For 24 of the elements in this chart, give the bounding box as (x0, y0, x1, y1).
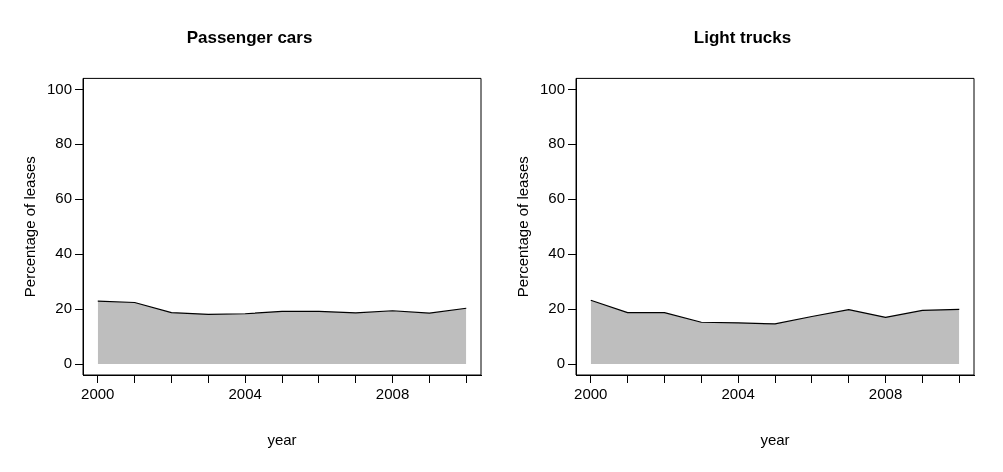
y-tick-label: 60 (548, 189, 566, 207)
x-tick-label: 2004 (721, 385, 755, 403)
y-axis-title: Percentage of leases (21, 156, 39, 298)
x-tick-label: 2000 (574, 385, 608, 403)
y-tick-label: 0 (63, 354, 73, 372)
x-tick-label: 2000 (81, 385, 115, 403)
y-tick-label: 40 (55, 244, 73, 262)
y-tick-label: 60 (55, 189, 73, 207)
x-tick-label: 2004 (228, 385, 262, 403)
y-tick-label: 80 (55, 134, 73, 152)
chart-title: Light trucks (693, 27, 792, 47)
y-tick-label: 20 (548, 299, 566, 317)
chart-title: Passenger cars (186, 27, 313, 47)
x-tick-label: 2008 (868, 385, 903, 403)
y-tick-label: 20 (55, 299, 73, 317)
x-axis-title: year (267, 431, 297, 449)
y-tick-label: 100 (540, 79, 566, 97)
y-tick-label: 40 (548, 244, 566, 262)
y-tick-label: 0 (556, 354, 566, 372)
x-tick-label: 2008 (375, 385, 410, 403)
x-axis-title: year (760, 431, 790, 449)
y-tick-label: 100 (47, 79, 73, 97)
y-tick-label: 80 (548, 134, 566, 152)
y-axis-title: Percentage of leases (514, 156, 532, 298)
